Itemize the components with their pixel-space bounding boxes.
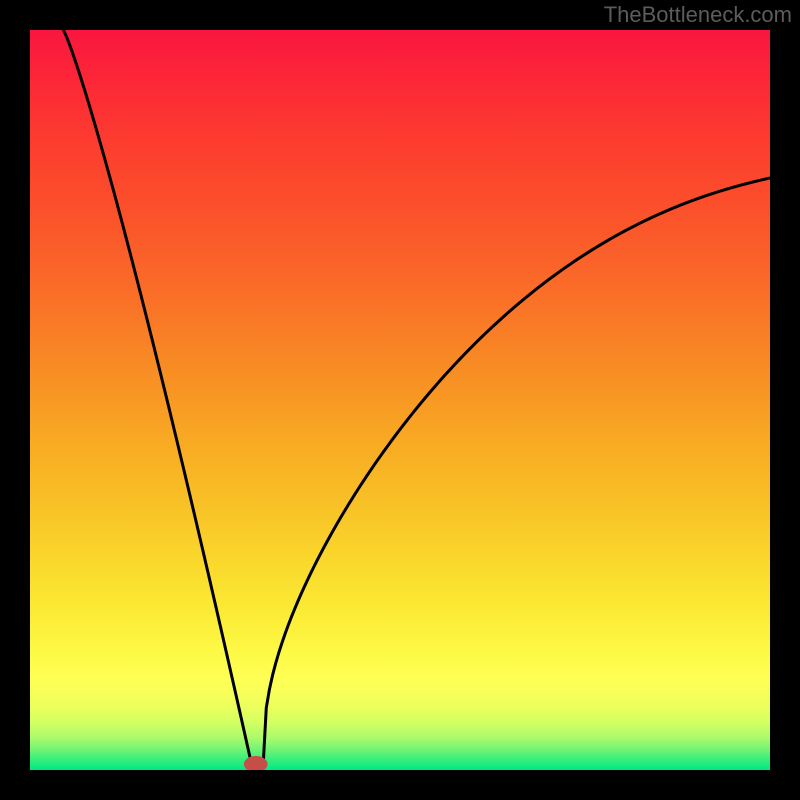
plot-svg	[30, 30, 770, 770]
chart-container: TheBottleneck.com	[0, 0, 800, 800]
plot-area	[30, 30, 770, 770]
watermark-text: TheBottleneck.com	[604, 2, 792, 28]
gradient-background	[30, 30, 770, 770]
